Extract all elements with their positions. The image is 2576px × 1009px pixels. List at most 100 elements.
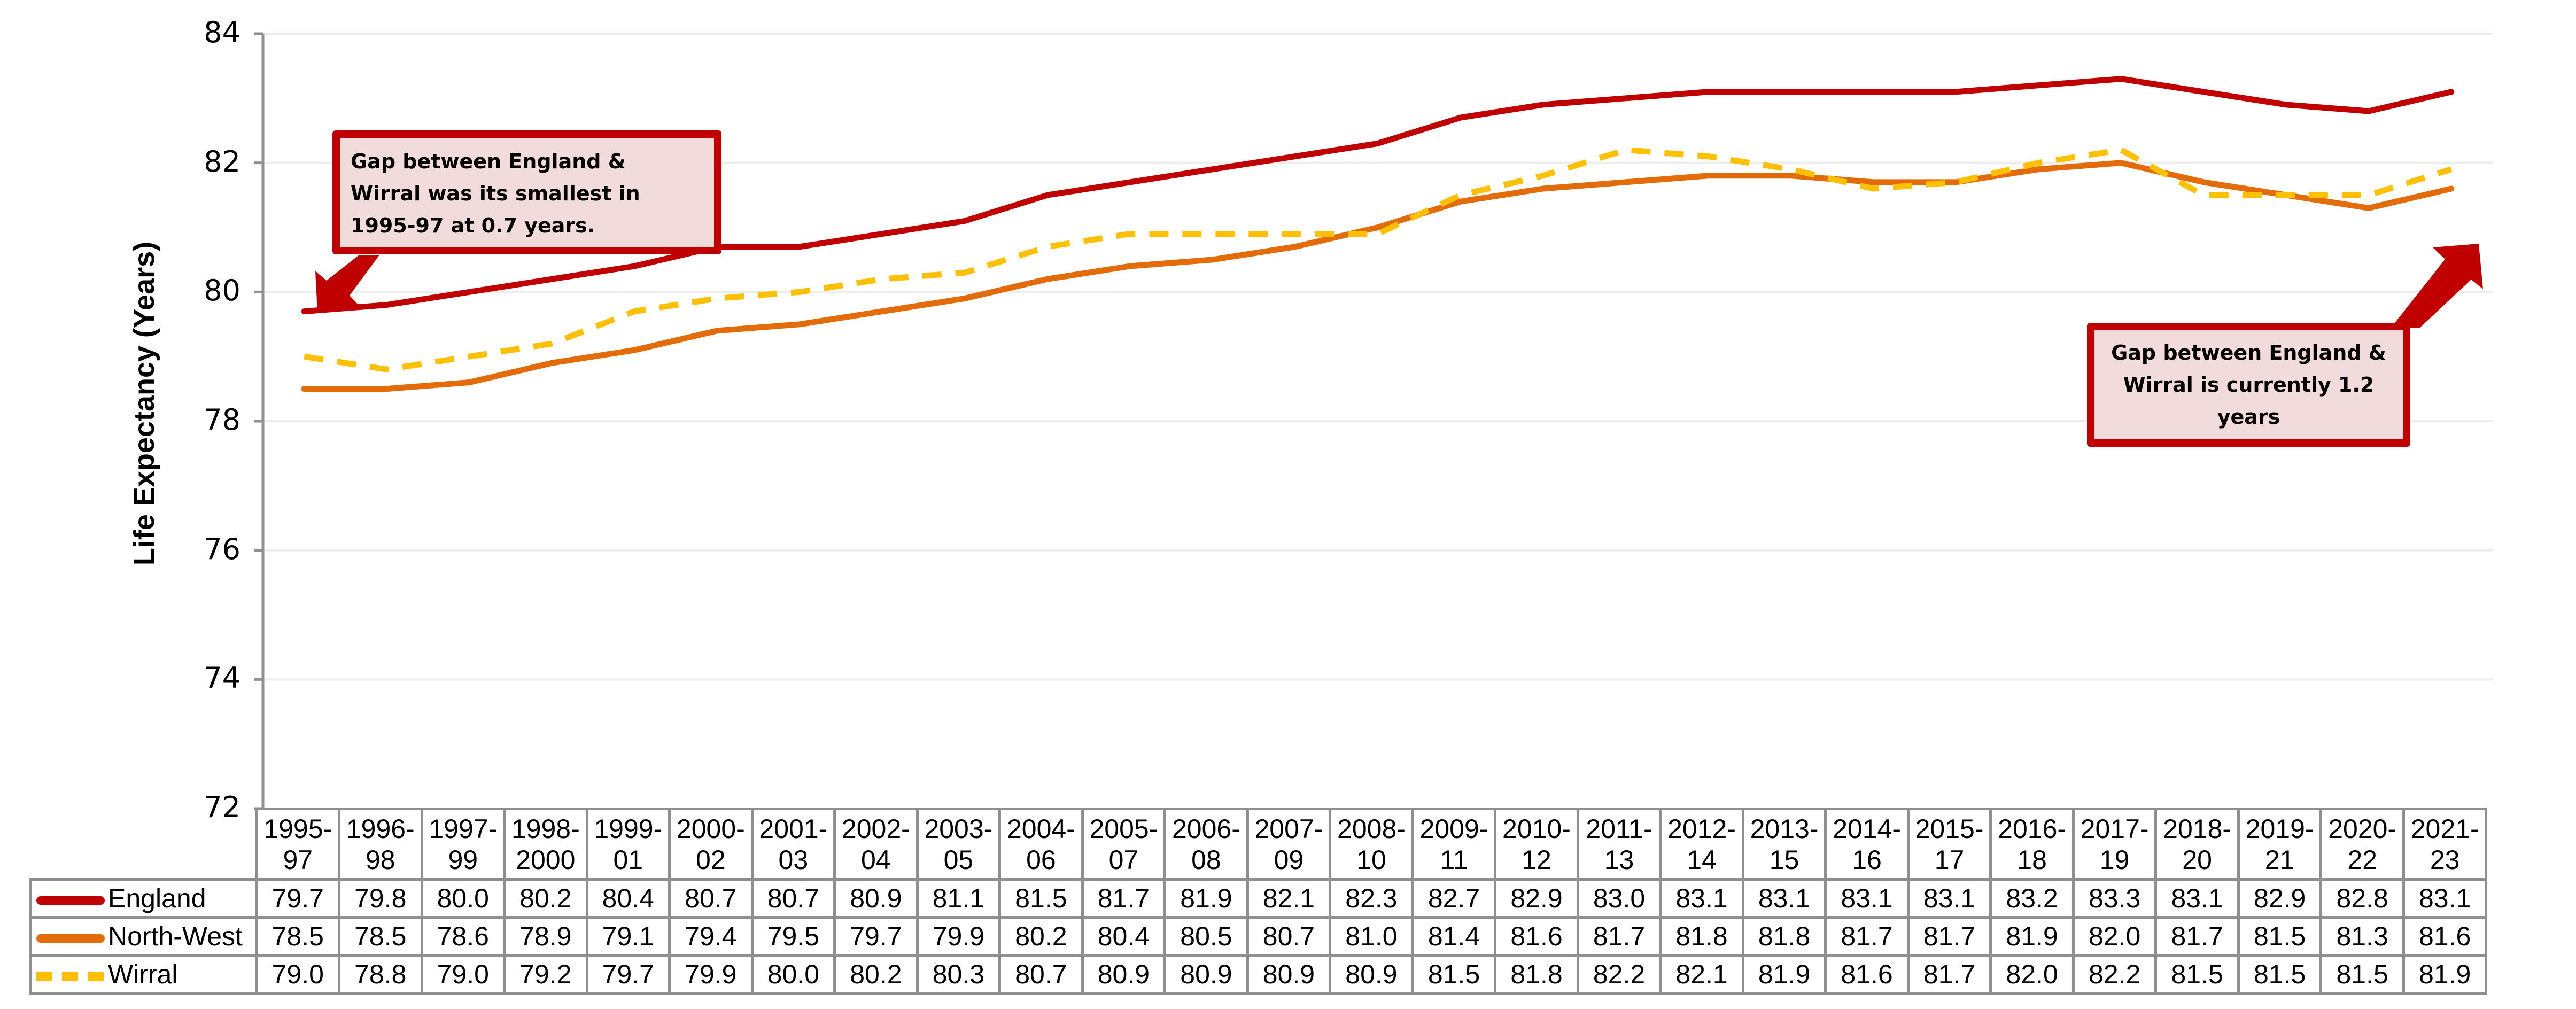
annotation-smallest-gap: Gap between England & Wirral was its sma… — [332, 130, 721, 254]
table-cell: 82.9 — [1494, 878, 1579, 919]
table-cell: 82.1 — [1246, 878, 1332, 919]
category-header: 2008- 10 — [1329, 808, 1414, 881]
table-cell: 80.0 — [420, 878, 506, 919]
table-cell: 81.9 — [1741, 954, 1827, 995]
table-cell: 80.4 — [1081, 916, 1167, 957]
table-cell: 80.0 — [750, 954, 836, 995]
table-cell: 79.8 — [338, 878, 423, 919]
table-cell: 80.9 — [1163, 954, 1249, 995]
table-cell: 81.7 — [2154, 916, 2240, 957]
table-cell: 80.7 — [668, 878, 754, 919]
category-header: 1998- 2000 — [503, 808, 588, 881]
table-cell: 79.7 — [255, 878, 341, 919]
table-cell: 83.1 — [2154, 878, 2240, 919]
table-cell: 78.6 — [420, 916, 506, 957]
table-cell: 81.8 — [1494, 954, 1579, 995]
table-cell: 81.5 — [2154, 954, 2240, 995]
table-cell: 81.0 — [1329, 916, 1414, 957]
table-cell: 81.7 — [1824, 916, 1910, 957]
y-tick-label: 84 — [204, 15, 240, 49]
table-cell: 80.9 — [1246, 954, 1332, 995]
table-cell: 78.9 — [503, 916, 588, 957]
table-cell: 81.8 — [1659, 916, 1744, 957]
table-cell: 78.8 — [338, 954, 423, 995]
table-cell: 80.4 — [585, 878, 671, 919]
table-cell: 79.9 — [915, 916, 1002, 957]
legend-wirral: Wirral — [29, 954, 258, 995]
data-table-row-england: England 79.7 79.8 80.0 80.2 80.4 80.7 80.7 80.9 8… — [29, 878, 2488, 919]
table-cell: 78.5 — [338, 916, 423, 957]
category-header: 2018- 20 — [2154, 808, 2240, 881]
table-cell: 81.7 — [1906, 954, 1992, 995]
table-cell: 81.5 — [1411, 954, 1497, 995]
table-cell: 80.5 — [1163, 916, 1249, 957]
arrow-up-right-icon — [2391, 244, 2483, 328]
arrow-down-left-icon — [315, 255, 379, 312]
category-header: 2013- 15 — [1741, 808, 1827, 881]
category-header: 2004- 06 — [998, 808, 1084, 881]
series-line-wirral — [304, 147, 2453, 372]
category-header: 2006- 08 — [1163, 808, 1249, 881]
table-cell: 80.7 — [750, 878, 836, 919]
table-cell: 82.8 — [2319, 878, 2405, 919]
table-cell: 80.2 — [503, 878, 588, 919]
y-tick-label: 74 — [204, 661, 240, 695]
category-header: 1995- 97 — [255, 808, 341, 881]
category-header: 2012- 14 — [1659, 808, 1744, 881]
y-tick-label: 80 — [204, 274, 240, 308]
table-cell: 79.7 — [585, 954, 671, 995]
table-corner — [30, 809, 257, 881]
table-cell: 78.5 — [255, 916, 341, 957]
table-cell: 83.2 — [1989, 878, 2075, 919]
category-header: 1996- 98 — [338, 808, 423, 881]
table-cell: 80.9 — [1329, 954, 1414, 995]
table-cell: 79.4 — [668, 916, 754, 957]
table-cell: 83.1 — [1741, 878, 1827, 919]
table-cell: 81.7 — [1906, 916, 1992, 957]
legend-north-west: North-West — [29, 916, 258, 957]
annotation-arrows — [315, 244, 2483, 328]
category-header: 1999- 01 — [585, 808, 671, 881]
table-cell: 80.9 — [833, 878, 919, 919]
category-header: 2009- 11 — [1411, 808, 1497, 881]
y-tick-label: 78 — [204, 403, 240, 437]
table-cell: 79.9 — [668, 954, 754, 995]
table-cell: 81.5 — [2237, 954, 2323, 995]
category-header: 2000- 02 — [668, 808, 754, 881]
axes — [254, 32, 265, 810]
table-cell: 82.7 — [1411, 878, 1497, 919]
table-cell: 80.7 — [998, 954, 1084, 995]
table-cell: 81.3 — [2319, 916, 2405, 957]
category-header: 1997- 99 — [420, 808, 506, 881]
category-header: 2011- 13 — [1576, 808, 1662, 881]
table-cell: 83.1 — [2402, 878, 2488, 919]
table-cell: 79.1 — [585, 916, 671, 957]
table-cell: 81.7 — [1576, 916, 1662, 957]
table-cell: 83.0 — [1576, 878, 1662, 919]
table-cell: 80.9 — [1081, 954, 1167, 995]
table-cell: 81.9 — [1989, 916, 2075, 957]
table-cell: 81.6 — [1824, 954, 1910, 995]
table-cell: 83.1 — [1659, 878, 1744, 919]
category-header: 2016- 18 — [1989, 808, 2075, 881]
category-header: 2019- 21 — [2237, 808, 2323, 881]
table-cell: 82.2 — [2071, 954, 2158, 995]
category-header: 2001- 03 — [750, 808, 836, 881]
category-header: 2003- 05 — [915, 808, 1002, 881]
series-line-north-west — [301, 160, 2455, 392]
table-cell: 81.9 — [1163, 878, 1249, 919]
table-cell: 83.1 — [1824, 878, 1910, 919]
category-header: 2021- 23 — [2402, 808, 2488, 881]
annotation-current-gap: Gap between England & Wirral is currentl… — [2087, 323, 2410, 447]
table-cell: 80.3 — [915, 954, 1002, 995]
legend-swatch-england — [36, 896, 105, 905]
table-cell: 81.7 — [1081, 878, 1167, 919]
table-cell: 83.3 — [2071, 878, 2158, 919]
table-cell: 81.6 — [1494, 916, 1579, 957]
data-table-row-north-west: North-West 78.5 78.5 78.6 78.9 79.1 79.4 79.5 79… — [29, 916, 2488, 957]
table-cell: 79.0 — [255, 954, 341, 995]
category-header: 2005- 07 — [1081, 808, 1167, 881]
table-cell: 81.8 — [1741, 916, 1827, 957]
data-table-header: 1995- 97 1996- 98 1997- 99 1998- 2000 1999- 01 200… — [30, 808, 2488, 881]
legend-england: England — [29, 878, 258, 919]
